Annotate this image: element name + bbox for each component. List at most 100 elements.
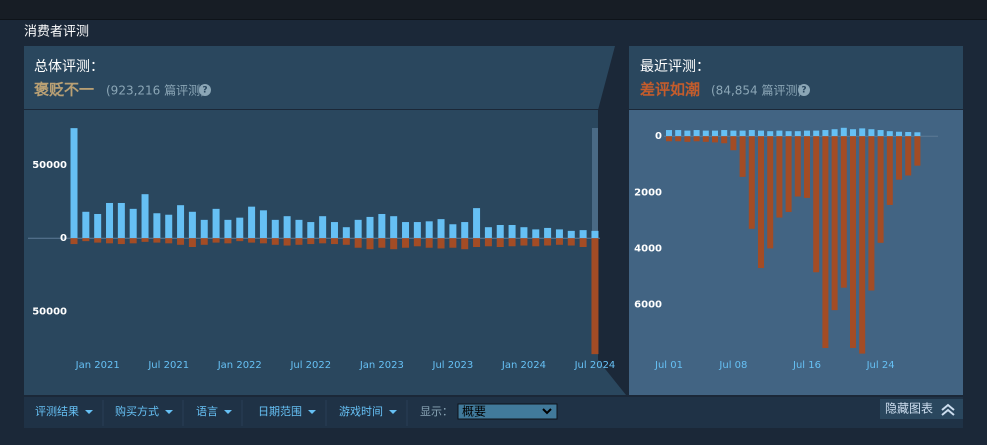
- bar: [106, 202, 114, 239]
- bar: [794, 131, 801, 137]
- bar: [449, 224, 457, 239]
- filter-label[interactable]: 语言: [196, 405, 218, 418]
- bar: [129, 238, 137, 244]
- bar: [693, 136, 700, 142]
- bar: [886, 131, 893, 137]
- display-select[interactable]: [457, 403, 558, 420]
- overall-chart-bg: [24, 110, 626, 395]
- bar: [94, 213, 102, 239]
- filter-label[interactable]: 日期范围: [258, 404, 302, 418]
- filter-label[interactable]: 购买方式: [115, 404, 159, 418]
- bar: [461, 222, 469, 239]
- bar: [730, 130, 737, 137]
- bar: [702, 130, 709, 137]
- hide-chart-label: 隐藏图表: [885, 402, 933, 416]
- bar: [177, 238, 185, 245]
- bar: [914, 136, 921, 166]
- bar: [684, 136, 691, 142]
- bar: [758, 136, 764, 269]
- bar: [496, 238, 504, 248]
- bar: [378, 238, 386, 248]
- bar: [236, 217, 244, 239]
- bar: [319, 238, 327, 244]
- bar: [366, 238, 374, 250]
- bar: [666, 136, 672, 142]
- bar: [449, 238, 457, 248]
- bar: [520, 227, 528, 239]
- bar: [675, 130, 682, 137]
- select-arrow: [542, 408, 552, 415]
- bar: [271, 238, 279, 245]
- filter-label[interactable]: 评测结果: [35, 405, 79, 418]
- x-tick-label: Jul 2022: [289, 360, 331, 371]
- bar: [224, 219, 232, 239]
- overall-header: [24, 46, 626, 110]
- bar: [425, 238, 433, 248]
- zoom-connector: [598, 46, 629, 395]
- bar: [473, 238, 481, 248]
- bar: [813, 130, 820, 137]
- bar: [555, 229, 563, 239]
- x-tick-label: Jul 2024: [574, 360, 616, 371]
- bar: [402, 238, 410, 248]
- bar: [212, 238, 220, 243]
- bar: [402, 222, 410, 239]
- bar: [212, 208, 220, 239]
- x-tick-label: Jul 2023: [432, 360, 474, 371]
- bar: [739, 136, 746, 177]
- overall-label: 总体评测：: [34, 59, 104, 75]
- bar: [437, 219, 445, 239]
- bar: [496, 224, 504, 239]
- bar: [330, 222, 338, 239]
- bar: [776, 136, 783, 218]
- bar: [850, 129, 856, 137]
- bar: [70, 128, 78, 239]
- bar: [877, 136, 884, 243]
- bar: [822, 130, 829, 137]
- charts: 50000 0 50000 Jan 2021 Jul 2021 Jan 2022 Jul 2…: [28, 127, 938, 371]
- bar: [366, 216, 374, 239]
- bar: [850, 136, 856, 348]
- bar: [544, 227, 552, 239]
- overall-rating: 褒贬不一: [33, 81, 94, 99]
- bar: [342, 238, 350, 245]
- bar: [712, 130, 718, 137]
- filter-arrow: [308, 410, 316, 414]
- bar: [165, 238, 173, 244]
- bar: [822, 136, 829, 348]
- bar: [200, 219, 208, 239]
- bar: [767, 131, 774, 137]
- bar: [319, 216, 327, 239]
- bar: [896, 131, 902, 137]
- bar: [579, 230, 587, 239]
- bar: [153, 213, 161, 239]
- recent-count: (84,854 篇评测): [711, 83, 802, 98]
- help-icon[interactable]: [199, 84, 211, 96]
- bar: [461, 238, 469, 250]
- bar: [591, 230, 599, 239]
- bar: [188, 238, 196, 248]
- y-tick-label: 6000: [634, 300, 662, 311]
- bar: [295, 219, 303, 239]
- bar: [236, 238, 244, 242]
- bar: [70, 238, 78, 245]
- section-title: 消费者评测: [24, 25, 89, 40]
- bar: [905, 136, 912, 176]
- bar: [390, 238, 398, 250]
- bar: [712, 136, 718, 143]
- bar: [868, 129, 875, 137]
- selected-range: [592, 128, 598, 238]
- help-icon[interactable]: [798, 84, 810, 96]
- y-tick-label: 0: [60, 233, 67, 244]
- bar: [484, 227, 492, 239]
- filter-label[interactable]: 游戏时间: [339, 405, 383, 418]
- y-tick-label: 0: [655, 131, 662, 142]
- x-tick-label: Jan 2022: [217, 360, 262, 371]
- bar: [730, 136, 737, 151]
- y-tick-label: 50000: [32, 307, 67, 318]
- bar: [508, 238, 516, 247]
- recent-label: 最近评测：: [640, 59, 710, 75]
- bar: [520, 238, 528, 246]
